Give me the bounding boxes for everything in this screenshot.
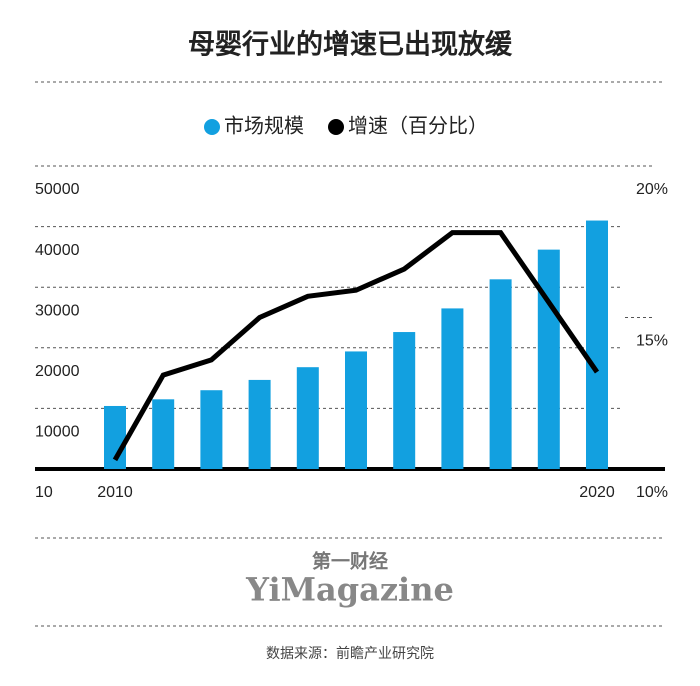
bar <box>586 220 608 469</box>
bar <box>152 399 175 469</box>
legend-swatch <box>204 119 220 135</box>
logo-en: YiMagazine <box>245 571 454 609</box>
logo-cn: 第一财经 <box>312 550 388 573</box>
y-tick-label: 10000 <box>35 424 80 441</box>
bar <box>441 308 464 469</box>
y2-tick-label: 20% <box>636 181 668 198</box>
y2-tick-label: 10% <box>636 484 668 501</box>
x-tick-label: 2020 <box>579 484 615 501</box>
y-tick-label: 30000 <box>35 302 80 319</box>
legend-swatch <box>328 119 344 135</box>
y-tick-label: 50000 <box>35 181 80 198</box>
source: 数据来源：前瞻产业研究院 <box>266 645 434 662</box>
bar <box>489 279 512 469</box>
chart-title: 母婴行业的增速已出现放缓 <box>188 29 513 61</box>
x-tick-label: 2010 <box>97 484 133 501</box>
bar <box>393 332 416 469</box>
bar <box>345 351 367 469</box>
bar <box>200 390 223 469</box>
y-tick-label: 20000 <box>35 363 80 380</box>
y2-tick-label: 15% <box>636 333 668 350</box>
y-tick-label: 10 <box>35 484 53 501</box>
bar <box>537 249 560 469</box>
bar <box>296 367 319 469</box>
growth-line <box>112 230 600 462</box>
legend-label: 增速（百分比） <box>348 114 488 138</box>
bar <box>248 379 271 469</box>
legend-label: 市场规模 <box>224 114 304 138</box>
y-tick-label: 40000 <box>35 242 80 259</box>
